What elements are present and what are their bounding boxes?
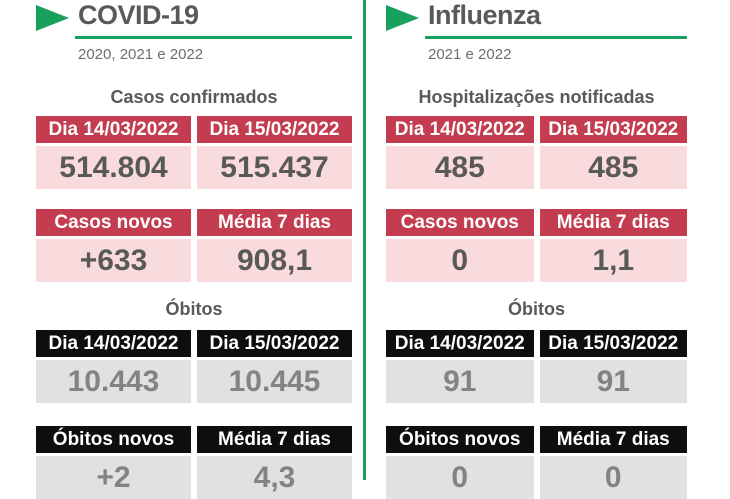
stat-cell: Dia 15/03/2022 515.437 bbox=[197, 116, 352, 189]
influenza-panel-header: Influenza 2021 e 2022 bbox=[386, 0, 687, 63]
stat-cell: Dia 15/03/2022 10.445 bbox=[197, 330, 352, 403]
influenza-deaths-heading: Óbitos bbox=[508, 299, 565, 319]
stat-header: Dia 15/03/2022 bbox=[197, 116, 352, 143]
stat-cell: Casos novos 0 bbox=[386, 209, 534, 282]
stat-value: 91 bbox=[539, 360, 687, 403]
stat-cell: Média 7 dias 4,3 bbox=[197, 426, 352, 499]
stat-header: Média 7 dias bbox=[539, 426, 687, 453]
influenza-new-cases-table: Casos novos 0 Média 7 dias 1,1 bbox=[386, 209, 687, 282]
stat-cell: Dia 14/03/2022 485 bbox=[386, 116, 534, 189]
stat-header: Dia 14/03/2022 bbox=[386, 330, 534, 357]
influenza-panel-subtitle: 2021 e 2022 bbox=[428, 46, 512, 63]
influenza-title-block: Influenza 2021 e 2022 bbox=[425, 0, 687, 63]
stat-value: 1,1 bbox=[539, 239, 687, 282]
stat-cell: Média 7 dias 1,1 bbox=[539, 209, 687, 282]
panel-divider bbox=[363, 0, 366, 480]
stat-cell: Dia 14/03/2022 91 bbox=[386, 330, 534, 403]
stat-cell: Média 7 dias 908,1 bbox=[197, 209, 352, 282]
stat-value: 10.443 bbox=[36, 360, 191, 403]
stat-cell: Casos novos +633 bbox=[36, 209, 191, 282]
influenza-new-deaths-table: Óbitos novos 0 Média 7 dias 0 bbox=[386, 426, 687, 499]
covid-new-deaths-table: Óbitos novos +2 Média 7 dias 4,3 bbox=[36, 426, 352, 499]
covid-panel-subtitle: 2020, 2021 e 2022 bbox=[78, 46, 204, 63]
stat-cell: Dia 14/03/2022 514.804 bbox=[36, 116, 191, 189]
stat-header: Média 7 dias bbox=[197, 426, 352, 453]
influenza-panel-title: Influenza bbox=[428, 0, 541, 30]
stat-value: 0 bbox=[386, 456, 534, 499]
influenza-panel: Influenza 2021 e 2022 Hospitalizações no… bbox=[386, 0, 687, 499]
stat-value: 0 bbox=[539, 456, 687, 499]
stat-header: Óbitos novos bbox=[36, 426, 191, 453]
stat-header: Dia 14/03/2022 bbox=[386, 116, 534, 143]
covid-deaths-table: Dia 14/03/2022 10.443 Dia 15/03/2022 10.… bbox=[36, 330, 352, 403]
stat-value: 514.804 bbox=[36, 146, 191, 189]
stat-cell: Dia 14/03/2022 10.443 bbox=[36, 330, 191, 403]
stat-header: Dia 15/03/2022 bbox=[197, 330, 352, 357]
stat-header: Dia 14/03/2022 bbox=[36, 330, 191, 357]
stat-header: Dia 15/03/2022 bbox=[539, 330, 687, 357]
covid-panel-header: COVID-19 2020, 2021 e 2022 bbox=[36, 0, 352, 63]
stat-header: Casos novos bbox=[386, 209, 534, 236]
influenza-hospitalizations-heading: Hospitalizações notificadas bbox=[418, 87, 655, 107]
influenza-hospitalizations-table: Dia 14/03/2022 485 Dia 15/03/2022 485 bbox=[386, 116, 687, 189]
stat-header: Óbitos novos bbox=[386, 426, 534, 453]
stat-header: Casos novos bbox=[36, 209, 191, 236]
stat-value: 0 bbox=[386, 239, 534, 282]
stat-value: 4,3 bbox=[197, 456, 352, 499]
covid-panel: COVID-19 2020, 2021 e 2022 Casos confirm… bbox=[36, 0, 352, 499]
stat-value: 515.437 bbox=[197, 146, 352, 189]
covid-deaths-heading: Óbitos bbox=[165, 299, 223, 319]
covid-panel-title: COVID-19 bbox=[78, 0, 199, 30]
covid-new-cases-table: Casos novos +633 Média 7 dias 908,1 bbox=[36, 209, 352, 282]
title-underline bbox=[75, 36, 352, 39]
stat-cell: Óbitos novos +2 bbox=[36, 426, 191, 499]
stat-value: 485 bbox=[539, 146, 687, 189]
stat-header: Dia 15/03/2022 bbox=[539, 116, 687, 143]
title-underline bbox=[425, 36, 687, 39]
green-arrow-icon bbox=[36, 5, 69, 31]
stat-header: Média 7 dias bbox=[539, 209, 687, 236]
covid-title-block: COVID-19 2020, 2021 e 2022 bbox=[75, 0, 352, 63]
green-arrow-icon bbox=[386, 5, 419, 31]
stat-value: 10.445 bbox=[197, 360, 352, 403]
stat-value: +633 bbox=[36, 239, 191, 282]
covid-confirmed-heading: Casos confirmados bbox=[110, 87, 278, 107]
stat-cell: Dia 15/03/2022 91 bbox=[539, 330, 687, 403]
stat-cell: Óbitos novos 0 bbox=[386, 426, 534, 499]
influenza-deaths-table: Dia 14/03/2022 91 Dia 15/03/2022 91 bbox=[386, 330, 687, 403]
stat-value: 485 bbox=[386, 146, 534, 189]
stat-header: Dia 14/03/2022 bbox=[36, 116, 191, 143]
stat-header: Média 7 dias bbox=[197, 209, 352, 236]
stat-value: +2 bbox=[36, 456, 191, 499]
stat-cell: Média 7 dias 0 bbox=[539, 426, 687, 499]
stat-value: 908,1 bbox=[197, 239, 352, 282]
stat-cell: Dia 15/03/2022 485 bbox=[539, 116, 687, 189]
stat-value: 91 bbox=[386, 360, 534, 403]
covid-confirmed-table: Dia 14/03/2022 514.804 Dia 15/03/2022 51… bbox=[36, 116, 352, 189]
